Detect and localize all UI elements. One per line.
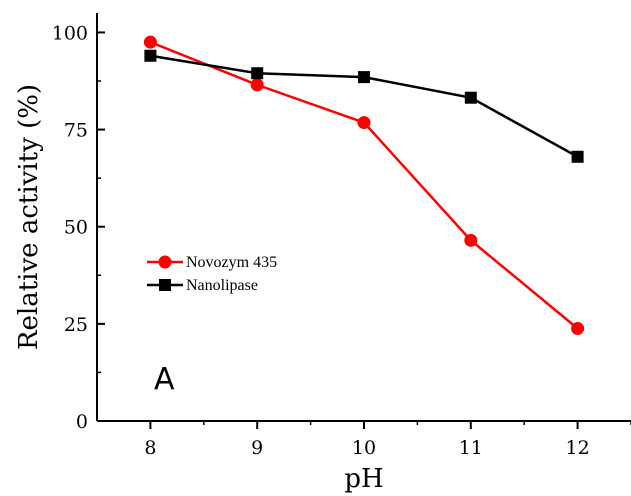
y-axis-label: Relative activity (%) [14, 84, 44, 350]
x-ticks: 8 9 10 11 12 [144, 421, 631, 459]
x-tick-label-2: 10 [352, 437, 376, 459]
series-1-point-0 [144, 49, 157, 62]
panel-label: A [154, 362, 175, 397]
legend-marker-1 [159, 279, 171, 291]
x-axis-label: pH [344, 464, 383, 494]
series-1-point-2 [358, 71, 370, 84]
x-tick-label-3: 11 [459, 437, 483, 459]
y-ticks: 0 25 50 75 100 [52, 22, 105, 433]
legend: Novozym 435 Nanolipase [147, 254, 277, 294]
series-0-point-4 [571, 322, 585, 336]
series-1-point-3 [464, 91, 477, 104]
series-line-1 [150, 54, 579, 158]
y-tick-label-4: 100 [52, 22, 88, 44]
x-tick-label-4: 12 [566, 437, 590, 459]
legend-label-0: Novozym 435 [186, 254, 277, 271]
y-tick-label-1: 25 [64, 314, 88, 336]
x-tick-label-0: 8 [144, 437, 156, 459]
series-0-point-2 [357, 116, 371, 130]
y-tick-label-2: 50 [64, 217, 88, 239]
legend-label-1: Nanolipase [186, 277, 258, 294]
legend-marker-0 [158, 255, 172, 269]
y-tick-label-3: 75 [64, 120, 88, 142]
series-1-point-1 [251, 67, 264, 80]
series-0-point-3 [464, 233, 478, 247]
series-markers [143, 35, 585, 336]
x-tick-label-1: 9 [251, 437, 263, 459]
series-1-point-4 [571, 150, 584, 163]
y-tick-label-0: 0 [76, 411, 88, 433]
series-0-point-1 [250, 78, 264, 92]
series-0-point-0 [143, 35, 157, 49]
